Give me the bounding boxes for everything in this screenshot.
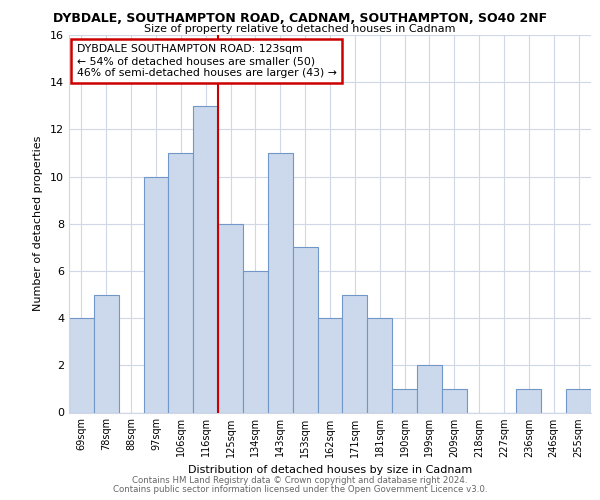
Bar bbox=[566, 389, 591, 412]
Text: Contains public sector information licensed under the Open Government Licence v3: Contains public sector information licen… bbox=[113, 485, 487, 494]
Text: Contains HM Land Registry data © Crown copyright and database right 2024.: Contains HM Land Registry data © Crown c… bbox=[132, 476, 468, 485]
Text: DYBDALE SOUTHAMPTON ROAD: 123sqm
← 54% of detached houses are smaller (50)
46% o: DYBDALE SOUTHAMPTON ROAD: 123sqm ← 54% o… bbox=[77, 44, 337, 78]
Bar bbox=[193, 106, 218, 412]
Text: DYBDALE, SOUTHAMPTON ROAD, CADNAM, SOUTHAMPTON, SO40 2NF: DYBDALE, SOUTHAMPTON ROAD, CADNAM, SOUTH… bbox=[53, 12, 547, 26]
X-axis label: Distribution of detached houses by size in Cadnam: Distribution of detached houses by size … bbox=[188, 465, 472, 475]
Bar bbox=[169, 153, 193, 412]
Bar bbox=[293, 248, 317, 412]
Bar bbox=[392, 389, 417, 412]
Bar bbox=[69, 318, 94, 412]
Bar bbox=[268, 153, 293, 412]
Y-axis label: Number of detached properties: Number of detached properties bbox=[33, 136, 43, 312]
Bar bbox=[218, 224, 243, 412]
Bar bbox=[343, 294, 367, 412]
Bar bbox=[442, 389, 467, 412]
Bar bbox=[367, 318, 392, 412]
Bar bbox=[417, 366, 442, 412]
Text: Size of property relative to detached houses in Cadnam: Size of property relative to detached ho… bbox=[144, 24, 456, 34]
Bar bbox=[143, 176, 169, 412]
Bar bbox=[317, 318, 343, 412]
Bar bbox=[243, 271, 268, 412]
Bar bbox=[517, 389, 541, 412]
Bar bbox=[94, 294, 119, 412]
